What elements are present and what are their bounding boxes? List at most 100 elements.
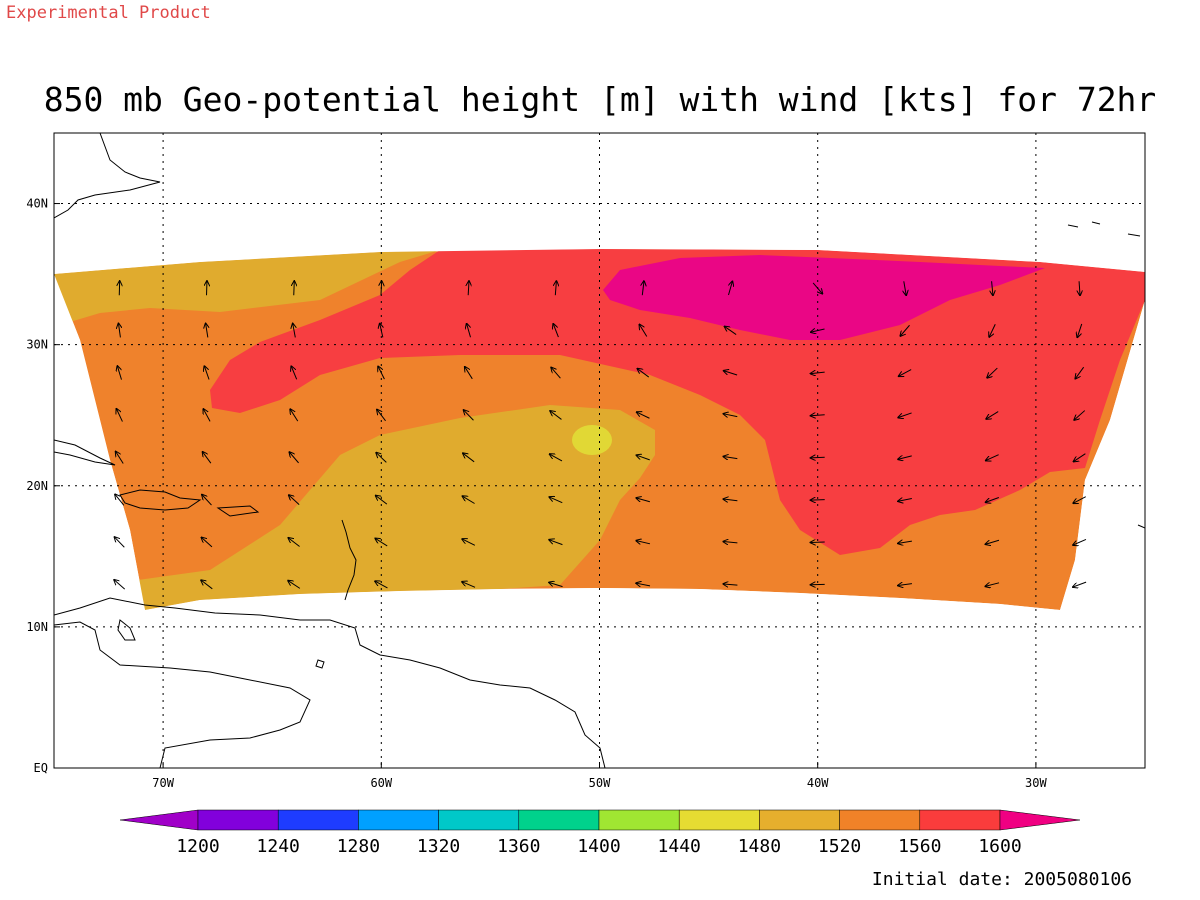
colorbar-box — [438, 809, 520, 831]
height-band-1600 — [603, 255, 1045, 340]
wind-arrow — [289, 452, 299, 464]
wind-arrow — [1074, 453, 1086, 462]
wind-arrow — [723, 542, 738, 543]
wind-arrow — [724, 414, 738, 417]
colorbar-label: 1440 — [658, 836, 701, 857]
wind-arrow — [115, 537, 125, 548]
wind-arrow — [637, 412, 650, 419]
wind-arrow — [986, 539, 1000, 544]
wind-arrow — [989, 324, 996, 337]
coastline-puerto-rico — [216, 505, 260, 517]
wind-arrow — [725, 327, 737, 335]
wind-arrow — [288, 581, 301, 589]
height-band-1560 — [210, 249, 1145, 555]
wind-arrow — [636, 541, 651, 544]
coastline-cuba — [54, 439, 116, 466]
wind-arrow — [1073, 581, 1087, 587]
wind-arrow — [377, 410, 386, 422]
wind-arrow — [1074, 410, 1086, 420]
wind-arrow — [553, 324, 559, 338]
wind-arrow — [811, 457, 825, 458]
colorbar-box — [197, 809, 279, 831]
wind-arrow — [115, 494, 125, 506]
colorbar-box — [358, 809, 439, 831]
chart-title: 850 mb Geo-potential height [m] with win… — [43, 80, 1157, 119]
wind-arrow — [986, 454, 999, 461]
wind-arrow — [201, 580, 213, 590]
wind-arrow — [468, 281, 469, 296]
colorbar-label: 1280 — [337, 836, 380, 857]
coastline-hispaniola — [119, 489, 202, 511]
wind-arrow — [898, 456, 912, 459]
wind-arrow — [290, 409, 299, 422]
colorbar-max-arrow — [999, 809, 1081, 831]
wind-arrow — [116, 409, 123, 422]
wind-arrow — [986, 497, 1000, 503]
wind-arrow — [1077, 323, 1083, 337]
wind-arrow — [463, 453, 475, 463]
wind-arrow — [724, 371, 738, 376]
wind-arrow — [376, 496, 388, 505]
wind-arrow — [987, 367, 998, 378]
map-frame — [53, 132, 1146, 769]
wind-arrow — [293, 324, 296, 338]
colorbar-label: 1520 — [818, 836, 861, 857]
colorbar-box — [678, 809, 760, 831]
wind-arrow — [117, 366, 122, 380]
wind-arrow — [898, 584, 912, 586]
lat-tick-label: 30N — [26, 338, 48, 352]
wind-arrow — [291, 366, 298, 380]
wind-arrow — [986, 411, 999, 419]
wind-arrow — [638, 369, 650, 378]
coastline-lake — [117, 619, 136, 641]
wind-arrow — [637, 455, 650, 461]
lon-tick-label: 40W — [807, 776, 829, 790]
wind-arrow — [900, 324, 910, 336]
longitude-axis: 70W 60W 50W 40W 30W — [152, 776, 1047, 790]
wind-arrow — [294, 281, 295, 296]
colorbar-min-arrow — [119, 809, 199, 831]
wind-arrow — [462, 539, 476, 546]
wind-arrow — [550, 454, 563, 462]
coastlines — [54, 133, 1145, 768]
colorbar-box — [598, 809, 680, 831]
wind-arrow — [636, 583, 651, 586]
wind-arrow — [549, 497, 563, 504]
colorbar-box — [839, 809, 921, 831]
height-band-1440 — [572, 425, 612, 455]
lon-tick-label: 70W — [152, 776, 174, 790]
lat-tick-label: 40N — [26, 197, 48, 211]
wind-arrow — [202, 495, 212, 506]
colorbar-label: 1560 — [898, 836, 941, 857]
wind-arrow — [462, 582, 476, 588]
colorbar-label: 1600 — [978, 836, 1021, 857]
wind-arrow — [549, 582, 563, 588]
wind-arrow — [114, 580, 126, 590]
wind-arrow — [811, 500, 825, 501]
coastline-northeast-america — [54, 133, 161, 219]
wind-arrow — [723, 457, 738, 459]
initial-date: Initial date: 2005080106 — [871, 869, 1132, 890]
colorbar-box — [518, 809, 600, 831]
domain-mask-right — [1060, 272, 1145, 610]
colorbar-label: 1480 — [738, 836, 781, 857]
wind-arrow — [116, 452, 124, 464]
wind-arrow — [203, 452, 212, 464]
wind-arrow — [639, 325, 648, 337]
map-plot-area — [54, 133, 1145, 768]
lon-tick-label: 60W — [370, 776, 392, 790]
colorbar-label: 1360 — [497, 836, 540, 857]
wind-arrow — [551, 368, 561, 379]
wind-arrow — [898, 541, 912, 543]
colorbar-label: 1400 — [577, 836, 620, 857]
height-band-1480-north — [54, 250, 440, 322]
colorbar-label: 1240 — [257, 836, 300, 857]
wind-arrow — [550, 411, 562, 420]
wind-arrow — [206, 324, 208, 338]
wind-arrow — [992, 281, 993, 295]
wind-arrow — [642, 281, 644, 296]
wind-arrow — [811, 415, 825, 416]
wind-arrow — [549, 540, 563, 546]
wind-arrow — [203, 409, 211, 422]
